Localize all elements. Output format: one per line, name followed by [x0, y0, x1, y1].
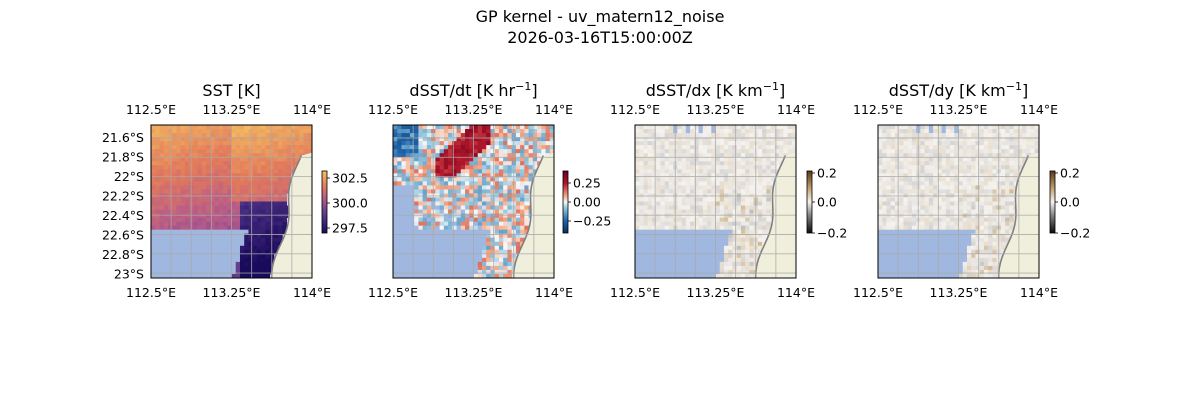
panel-4-colorbar-tick-0: 0.2 — [1060, 166, 1080, 181]
panel-1-xtick-bottom-2: 114°E — [293, 285, 331, 300]
panel-4-heatmap-cells — [878, 125, 1039, 278]
panel-1-ytick-3: 22.2°S — [102, 189, 144, 204]
panel-2-coastline — [512, 155, 545, 278]
panel-3 — [634, 124, 815, 279]
panel-3-heatmap-cells — [635, 125, 796, 278]
panel-4-xtick-top-2: 114°E — [1020, 102, 1058, 117]
panel-2-xtick-top-1: 113.25°E — [445, 102, 503, 117]
panel-1-title: SST [K] — [202, 81, 260, 100]
panel-3-colorbar — [806, 170, 813, 234]
panel-3-xtick-bottom-0: 112.5°E — [610, 285, 660, 300]
panel-3-colorbar-tick-1: 0.0 — [817, 195, 837, 210]
panel-1-xtick-bottom-0: 112.5°E — [126, 285, 176, 300]
panel-1-xtick-top-2: 114°E — [293, 102, 331, 117]
panel-4-colorbar-tick-2: −0.2 — [1060, 226, 1090, 241]
panel-2-title: dSST/dt [K hr−1] — [409, 80, 537, 101]
panel-1-ytick-4: 22.4°S — [102, 208, 144, 223]
panel-2-colorbar-tick-2: −0.25 — [573, 214, 611, 229]
panel-1-xtick-top-0: 112.5°E — [126, 102, 176, 117]
panel-4-xtick-bottom-0: 112.5°E — [853, 285, 903, 300]
panel-4 — [877, 124, 1058, 279]
panel-4-xtick-top-0: 112.5°E — [853, 102, 903, 117]
panel-1-xtick-bottom-1: 113.25°E — [203, 285, 261, 300]
panel-1-xtick-top-1: 113.25°E — [203, 102, 261, 117]
panel-1-gridlines — [151, 125, 312, 278]
panel-1-ytick-6: 22.8°S — [102, 247, 144, 262]
panel-4-gridlines — [878, 125, 1039, 278]
panel-1-colorbar-tick-2: 297.5 — [332, 221, 368, 236]
panel-2-gridlines — [393, 125, 554, 278]
panel-3-title: dSST/dx [K km−1] — [646, 80, 785, 101]
panel-2-xtick-bottom-2: 114°E — [535, 285, 573, 300]
panel-3-xtick-top-2: 114°E — [777, 102, 815, 117]
panel-1-ytick-7: 23°S — [114, 267, 144, 282]
panel-1-ytick-2: 22°S — [114, 169, 144, 184]
panel-2-xtick-bottom-1: 113.25°E — [445, 285, 503, 300]
panel-3-xtick-top-0: 112.5°E — [610, 102, 660, 117]
panel-2-colorbar-tick-1: 0.00 — [573, 195, 601, 210]
panel-1-coastline — [270, 155, 303, 278]
panel-2-xtick-top-0: 112.5°E — [368, 102, 418, 117]
panel-3-colorbar-tick-0: 0.2 — [817, 166, 837, 181]
panel-2-colorbar-tick-0: 0.25 — [573, 176, 601, 191]
panel-2-heatmap-cells — [393, 125, 554, 278]
panel-4-frame — [877, 124, 1040, 279]
panel-3-coastline — [754, 155, 787, 278]
panel-4-xtick-top-1: 113.25°E — [930, 102, 988, 117]
panel-4-xtick-bottom-1: 113.25°E — [930, 285, 988, 300]
panel-3-xtick-bottom-2: 114°E — [777, 285, 815, 300]
panel-4-colorbar-tick-1: 0.0 — [1060, 195, 1080, 210]
figure-timestamp: 2026-03-16T15:00:00Z — [507, 28, 693, 47]
figure-title: GP kernel - uv_matern12_noise — [475, 7, 725, 26]
panel-2-xtick-top-2: 114°E — [535, 102, 573, 117]
panel-4-coastline — [997, 155, 1030, 278]
panel-1-heatmap-cells — [151, 125, 312, 278]
panel-3-xtick-top-1: 113.25°E — [687, 102, 745, 117]
panel-3-gridlines — [635, 125, 796, 278]
panel-1 — [150, 124, 330, 279]
panel-3-colorbar-tick-2: −0.2 — [817, 226, 847, 241]
panel-2-frame — [392, 124, 555, 279]
panel-1-colorbar — [321, 170, 328, 234]
panel-1-colorbar-tick-0: 302.5 — [332, 171, 368, 186]
panel-1-colorbar-tick-1: 300.0 — [332, 196, 368, 211]
panel-2-colorbar — [562, 170, 569, 234]
panel-1-frame — [150, 124, 313, 279]
panel-3-xtick-bottom-1: 113.25°E — [687, 285, 745, 300]
panel-1-ytick-1: 21.8°S — [102, 150, 144, 165]
panel-1-ytick-5: 22.6°S — [102, 228, 144, 243]
panel-1-ytick-0: 21.6°S — [102, 130, 144, 145]
panel-4-title: dSST/dy [K km−1] — [889, 80, 1028, 101]
panel-4-colorbar — [1049, 170, 1056, 234]
panel-2-xtick-bottom-0: 112.5°E — [368, 285, 418, 300]
panel-4-xtick-bottom-2: 114°E — [1020, 285, 1058, 300]
panel-3-frame — [634, 124, 797, 279]
panel-2 — [392, 124, 571, 279]
